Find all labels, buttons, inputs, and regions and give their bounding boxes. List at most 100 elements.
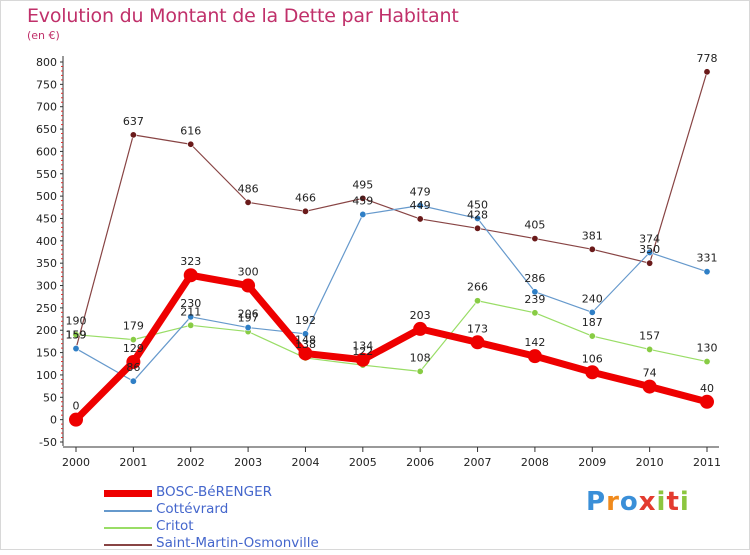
data-label: 449 — [410, 199, 431, 212]
legend-label: Saint-Martin-Osmonville — [156, 535, 319, 551]
series-point-0 — [470, 335, 485, 350]
series-point-2 — [646, 345, 654, 353]
series-point-2 — [416, 367, 424, 375]
series-point-1 — [588, 308, 596, 316]
series-point-0 — [585, 365, 600, 380]
x-tick-label: 2008 — [521, 456, 549, 469]
series-point-0 — [126, 354, 141, 369]
series-point-0 — [642, 379, 657, 394]
series-point-3 — [187, 140, 195, 148]
data-label: 122 — [352, 345, 373, 358]
y-tick-label: 450 — [36, 212, 57, 225]
x-tick-label: 2004 — [291, 456, 319, 469]
data-label: 206 — [238, 308, 259, 321]
series-line-0 — [72, 271, 711, 424]
y-tick-label: 700 — [36, 101, 57, 114]
y-tick-label: -50 — [39, 436, 57, 449]
legend-swatch — [104, 490, 152, 497]
series-point-3 — [244, 198, 252, 206]
data-label: 157 — [639, 329, 660, 342]
series-point-1 — [416, 202, 424, 210]
series-point-1 — [646, 248, 654, 256]
series-point-0 — [183, 268, 198, 283]
logo-letter: o — [619, 487, 639, 517]
series-point-3 — [301, 207, 309, 215]
series-point-1 — [301, 330, 309, 338]
data-label: 266 — [467, 281, 488, 294]
series-point-3 — [703, 68, 711, 76]
y-tick-label: 250 — [36, 302, 57, 315]
legend-swatch — [104, 510, 152, 512]
y-tick-label: 400 — [36, 235, 57, 248]
series-point-1 — [187, 313, 195, 321]
data-label: 74 — [643, 367, 657, 380]
y-tick-label: 500 — [36, 190, 57, 203]
series-point-2 — [588, 332, 596, 340]
series-point-0 — [69, 412, 83, 427]
series-point-3 — [588, 245, 596, 253]
series-point-2 — [531, 309, 539, 317]
data-label: 190 — [66, 315, 87, 328]
series-point-0 — [527, 349, 542, 364]
data-label: 197 — [238, 312, 259, 325]
series-point-0 — [413, 321, 428, 336]
x-tick-label: 2002 — [177, 456, 205, 469]
y-tick-label: 200 — [36, 324, 57, 337]
series-point-0 — [298, 346, 313, 361]
series-point-3 — [129, 131, 137, 139]
series-point-2 — [474, 297, 482, 305]
data-label: 211 — [180, 305, 201, 318]
x-tick-label: 2006 — [406, 456, 434, 469]
proxiti-logo: Proxiti — [586, 487, 690, 517]
data-label: 350 — [639, 243, 660, 256]
data-label: 239 — [524, 293, 545, 306]
x-tick-label: 2001 — [119, 456, 147, 469]
logo-letter: x — [638, 487, 657, 517]
data-label: 459 — [352, 194, 373, 207]
series-point-1 — [531, 288, 539, 296]
data-label: 106 — [582, 352, 603, 365]
logo-letter: i — [679, 487, 690, 517]
data-label: 428 — [467, 208, 488, 221]
x-tick-label: 2009 — [578, 456, 606, 469]
series-point-1 — [474, 214, 482, 222]
series-point-3 — [531, 235, 539, 243]
x-tick-label: 2000 — [62, 456, 90, 469]
data-label: 374 — [639, 232, 660, 245]
data-label: 40 — [700, 382, 714, 395]
x-tick-label: 2007 — [464, 456, 492, 469]
data-label: 486 — [238, 182, 259, 195]
y-tick-label: 0 — [50, 414, 57, 427]
data-label: 331 — [697, 252, 718, 265]
chart-title: Evolution du Montant de la Dette par Hab… — [27, 5, 459, 27]
data-label: 450 — [467, 198, 488, 211]
series-point-1 — [359, 210, 367, 218]
data-label: 466 — [295, 191, 316, 204]
series-point-2 — [187, 321, 195, 329]
data-label: 203 — [410, 309, 431, 322]
series-point-1 — [72, 345, 80, 353]
series-point-2 — [72, 331, 80, 339]
data-label: 148 — [295, 333, 316, 346]
data-label: 179 — [123, 320, 144, 333]
data-label: 778 — [697, 52, 718, 65]
x-tick-label: 2011 — [693, 456, 721, 469]
series-point-3 — [646, 259, 654, 267]
chart-subtitle: (en €) — [27, 29, 60, 42]
data-label: 479 — [410, 186, 431, 199]
data-label: 129 — [123, 342, 144, 355]
series-point-2 — [129, 336, 137, 344]
series-point-2 — [703, 358, 711, 366]
data-label: 187 — [582, 316, 603, 329]
logo-letter: P — [586, 487, 607, 517]
logo-letter: i — [656, 487, 667, 517]
series-point-3 — [474, 224, 482, 232]
legend-label: Critot — [156, 518, 194, 534]
data-label: 381 — [582, 229, 603, 242]
y-tick-label: 50 — [43, 391, 57, 404]
data-label: 230 — [180, 297, 201, 310]
y-tick-label: 300 — [36, 280, 57, 293]
logo-letter: r — [606, 487, 620, 517]
